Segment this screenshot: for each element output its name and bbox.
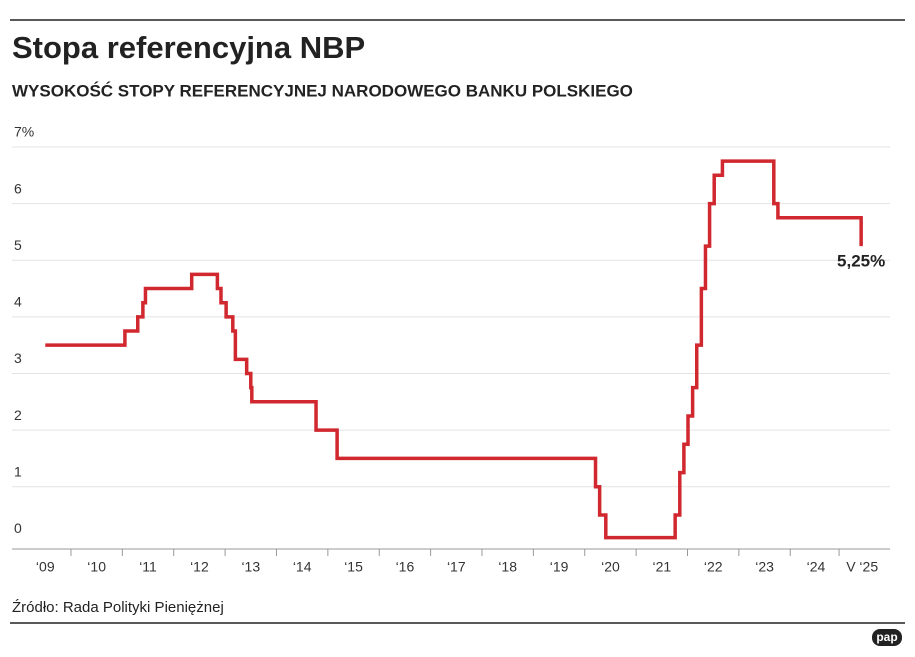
- x-tick-label: ‘13: [241, 559, 260, 575]
- y-tick-label: 3: [14, 350, 22, 366]
- y-tick-label: 7%: [14, 124, 34, 140]
- y-tick-label: 5: [14, 237, 22, 253]
- x-tick-label: ‘24: [807, 559, 826, 575]
- source: Źródło: Rada Polityki Pieniężnej: [12, 599, 224, 616]
- y-tick-label: 1: [14, 463, 22, 479]
- chart-title: Stopa referencyjna NBP: [12, 30, 365, 65]
- logo: pap: [876, 630, 897, 644]
- x-tick-label: ‘11: [139, 559, 157, 575]
- x-tick-label: ‘18: [498, 559, 517, 575]
- x-tick-label: ‘16: [396, 559, 415, 575]
- rate-line: [45, 159, 863, 540]
- y-tick-label: 6: [14, 180, 22, 196]
- x-tick-label: ‘17: [447, 559, 466, 575]
- logo-badge: [872, 629, 902, 646]
- x-tick-label: ‘10: [87, 559, 106, 575]
- x-tick-label: ‘20: [601, 559, 620, 575]
- y-tick-label: 2: [14, 407, 22, 423]
- x-tick-label: V ‘25: [846, 559, 878, 575]
- x-tick-label: ‘22: [704, 559, 723, 575]
- x-tick-label: ‘23: [755, 559, 774, 575]
- chart-subtitle: WYSOKOŚĆ STOPY REFERENCYJNEJ NARODOWEGO …: [12, 81, 633, 100]
- x-tick-label: ‘19: [550, 559, 569, 575]
- x-tick-label: ‘15: [344, 559, 363, 575]
- y-tick-label: 0: [14, 520, 22, 536]
- x-tick-label: ‘09: [36, 559, 55, 575]
- x-tick-label: ‘12: [190, 559, 209, 575]
- x-tick-label: ‘21: [652, 559, 671, 575]
- x-tick-label: ‘14: [293, 559, 312, 575]
- y-tick-label: 4: [14, 294, 22, 310]
- end-label: 5,25%: [837, 252, 885, 271]
